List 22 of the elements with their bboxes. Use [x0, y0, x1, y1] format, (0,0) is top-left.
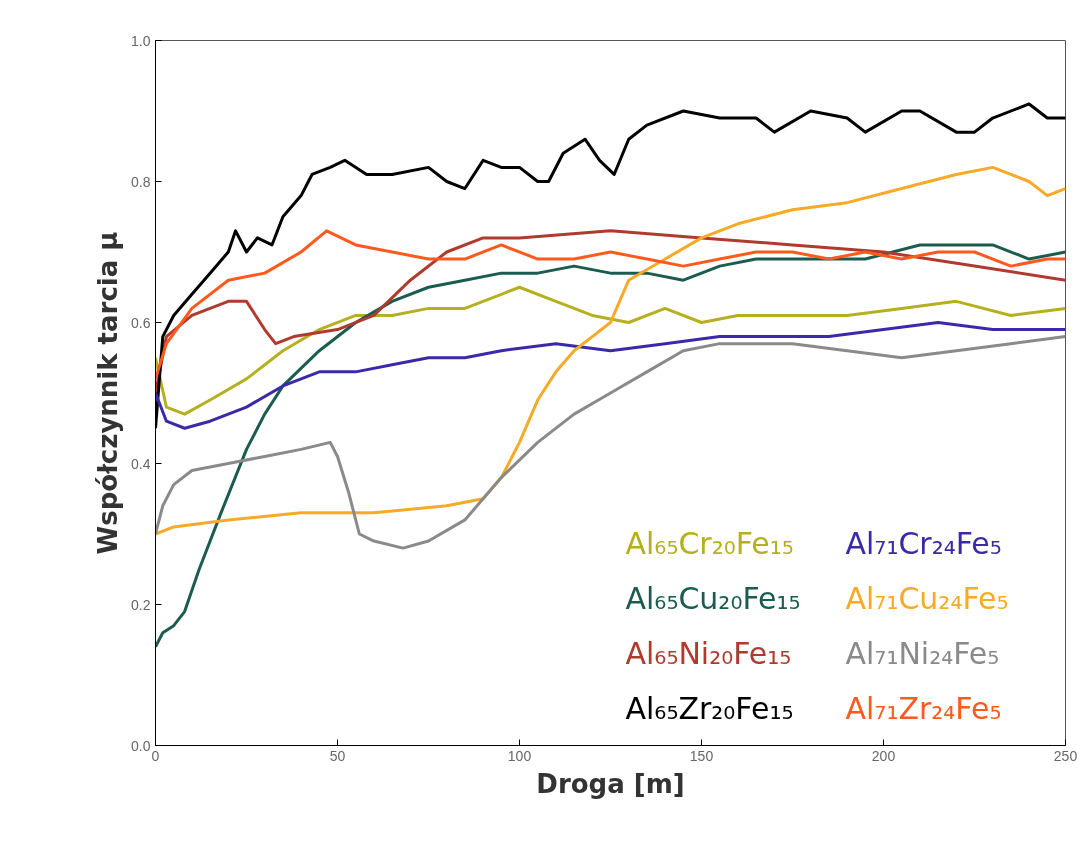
y-tick-label: 1.0: [131, 32, 151, 49]
text: Al₆₅Cr₂₀Fe₁₅: [625, 525, 794, 561]
x-tick-label: 100: [507, 747, 532, 764]
y-tick-label: 0.4: [131, 455, 151, 472]
x-tick-label: 0: [151, 747, 160, 764]
y-tick-label: 0.6: [131, 314, 151, 331]
text: Al₇₁Ni₂₄Fe₅: [845, 635, 1000, 671]
text: Al₆₅Ni₂₀Fe₁₅: [625, 635, 792, 671]
y-tick-label: 0.8: [131, 173, 151, 190]
text: Al₇₁Cr₂₄Fe₅: [845, 525, 1002, 561]
x-tick-label: 200: [871, 747, 896, 764]
y-tick-label: 0.0: [131, 737, 151, 754]
y-axis-title: Współczynnik tarcia μ: [93, 231, 124, 555]
x-axis-title: Droga [m]: [536, 768, 685, 799]
x-tick-label: 150: [689, 747, 714, 764]
x-tick-label: 250: [1053, 747, 1078, 764]
x-tick-label: 50: [329, 747, 346, 764]
text: Al₇₁Zr₂₄Fe₅: [845, 690, 1002, 726]
y-tick-label: 0.2: [131, 596, 151, 613]
text: Al₆₅Zr₂₀Fe₁₅: [625, 690, 794, 726]
text: Al₆₅Cu₂₀Fe₁₅: [625, 580, 801, 616]
text: Al₇₁Cu₂₄Fe₅: [845, 580, 1009, 616]
